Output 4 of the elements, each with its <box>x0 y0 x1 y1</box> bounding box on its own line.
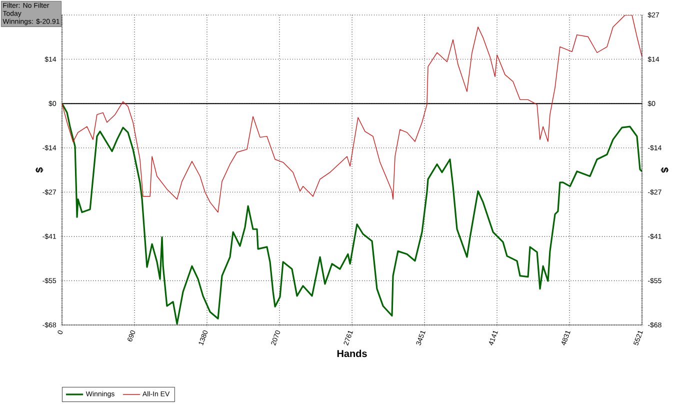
x-axis-title: Hands <box>337 350 367 358</box>
y2-axis-title: $ <box>660 167 669 173</box>
y-axis-title: $ <box>35 167 44 173</box>
line-series <box>62 14 642 213</box>
